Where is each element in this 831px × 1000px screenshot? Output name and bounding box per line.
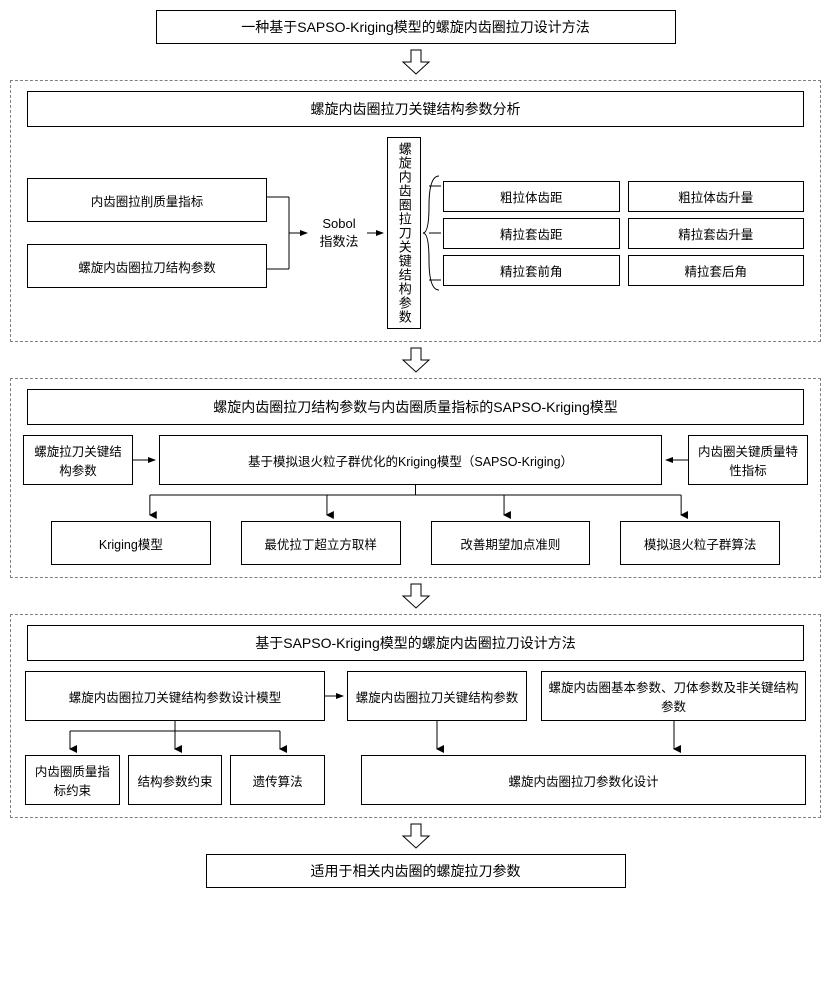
panel1-title: 螺旋内齿圈拉刀关键结构参数分析	[27, 91, 804, 127]
p1-grid-2: 精拉套齿距	[443, 218, 620, 249]
p1-grid-5: 精拉套后角	[628, 255, 805, 286]
panel3-title: 基于SAPSO-Kriging模型的螺旋内齿圈拉刀设计方法	[27, 625, 804, 661]
p2-child-1: 最优拉丁超立方取样	[241, 521, 401, 565]
p2-child-3: 模拟退火粒子群算法	[620, 521, 780, 565]
p3-bl-2: 遗传算法	[230, 755, 325, 805]
p2-arrow-r	[662, 435, 688, 485]
p1-sobol-label: Sobol 指数法	[311, 216, 367, 250]
panel2: 螺旋内齿圈拉刀结构参数与内齿圈质量指标的SAPSO-Kriging模型 螺旋拉刀…	[10, 378, 821, 578]
p3-fan-left	[25, 721, 325, 755]
arrow-p1-to-p2	[10, 346, 821, 374]
p3-bl-0: 内齿圈质量指标约束	[25, 755, 120, 805]
p3-arrow-lm	[325, 671, 347, 721]
panel2-title: 螺旋内齿圈拉刀结构参数与内齿圈质量指标的SAPSO-Kriging模型	[27, 389, 804, 425]
p1-grid-0: 粗拉体齿距	[443, 181, 620, 212]
p2-arrow-l	[133, 435, 159, 485]
p3-top-left: 螺旋内齿圈拉刀关键结构参数设计模型	[25, 671, 325, 721]
panel1: 螺旋内齿圈拉刀关键结构参数分析 内齿圈拉削质量指标 螺旋内齿圈拉刀结构参数 So…	[10, 80, 821, 342]
p1-grid-3: 精拉套齿升量	[628, 218, 805, 249]
bottom-box: 适用于相关内齿圈的螺旋拉刀参数	[206, 854, 626, 888]
p2-center-box: 基于模拟退火粒子群优化的Kriging模型（SAPSO-Kriging）	[159, 435, 662, 485]
p1-grid-4: 精拉套前角	[443, 255, 620, 286]
top-title-box: 一种基于SAPSO-Kriging模型的螺旋内齿圈拉刀设计方法	[156, 10, 676, 44]
p3-arrow-mid-down	[347, 721, 527, 755]
p2-left-box: 螺旋拉刀关键结构参数	[23, 435, 133, 485]
p1-leftbox1: 内齿圈拉削质量指标	[27, 178, 267, 222]
p2-child-0: Kriging模型	[51, 521, 211, 565]
p1-bracket	[421, 168, 443, 298]
p1-arrow-to-vert	[367, 226, 387, 240]
p1-conv-arrow	[267, 173, 311, 293]
arrow-p3-to-bottom	[10, 822, 821, 850]
panel3: 基于SAPSO-Kriging模型的螺旋内齿圈拉刀设计方法 螺旋内齿圈拉刀关键结…	[10, 614, 821, 818]
arrow-p2-to-p3	[10, 582, 821, 610]
p3-bl-1: 结构参数约束	[128, 755, 223, 805]
p2-child-2: 改善期望加点准则	[431, 521, 591, 565]
p3-top-mid: 螺旋内齿圈拉刀关键结构参数	[347, 671, 527, 721]
p1-vert-box: 螺旋内齿圈拉刀关键结构参数	[387, 137, 421, 329]
arrow-top-to-panel1	[10, 48, 821, 76]
p2-fanout	[81, 485, 750, 521]
p3-arrow-right-down	[541, 721, 806, 755]
p2-right-box: 内齿圈关键质量特性指标	[688, 435, 808, 485]
p1-grid-1: 粗拉体齿升量	[628, 181, 805, 212]
p3-top-right: 螺旋内齿圈基本参数、刀体参数及非关键结构参数	[541, 671, 806, 721]
p3-bot-right: 螺旋内齿圈拉刀参数化设计	[361, 755, 806, 805]
p1-leftbox2: 螺旋内齿圈拉刀结构参数	[27, 244, 267, 288]
